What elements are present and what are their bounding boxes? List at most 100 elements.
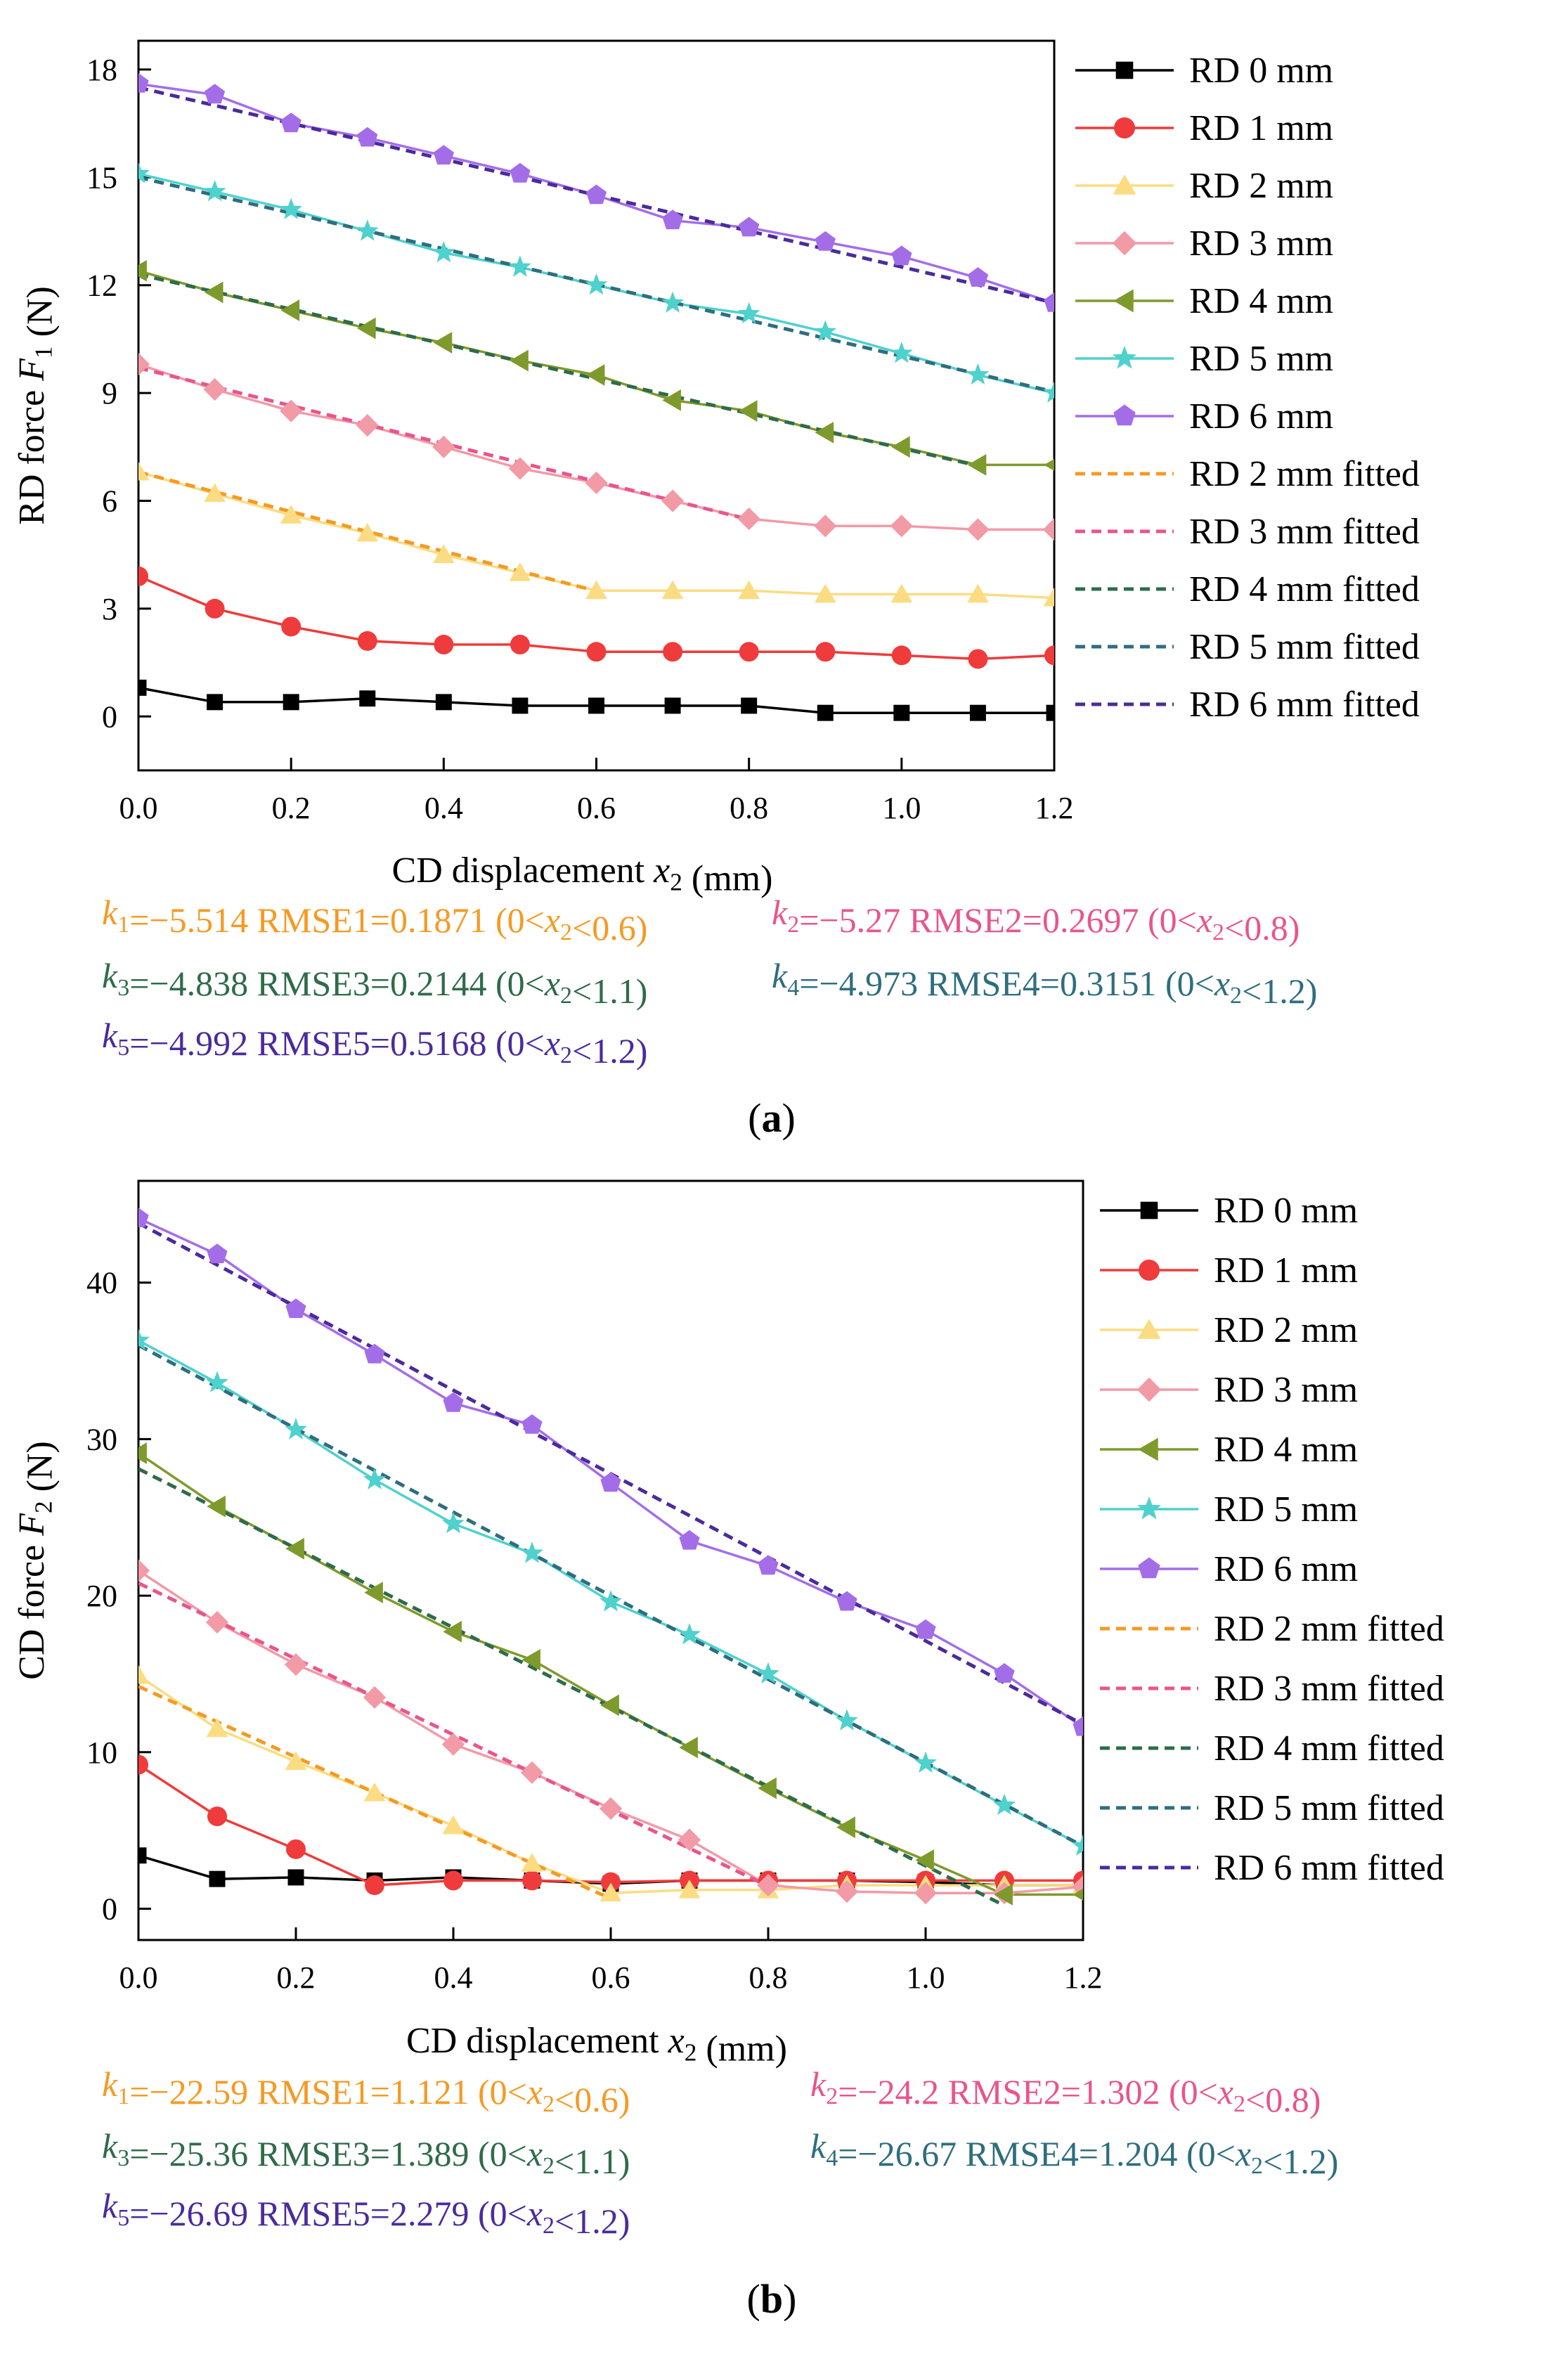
x-tick-label: 1.2 <box>1035 791 1074 825</box>
data-point-rd-4-mm <box>207 1495 226 1518</box>
legend-label: RD 6 mm <box>1214 1549 1358 1589</box>
data-point-rd-3-mm <box>1042 518 1054 541</box>
legend-marker <box>1113 289 1134 313</box>
legend-label: RD 4 mm fitted <box>1214 1728 1444 1769</box>
series-line-rd-4-mm <box>138 1452 1083 1896</box>
chart-panel-a: 0.0 0.2 0.4 0.6 0.8 1.0 1.2 0 3 6 9 12 15 18 CD displa… <box>12 39 1420 1141</box>
data-point-rd-5-mm <box>442 1511 465 1534</box>
data-point-rd-5-mm <box>836 1709 858 1731</box>
fit-annotations: k1=−22.59 RMSE1=1.121 (0<x2<0.6) k2=−24.2… <box>102 2064 1338 2241</box>
data-point-rd-2-mm <box>138 1664 150 1684</box>
legend: RD 0 mm RD 1 mm RD 2 mm RD 3 mm RD 4 mm RD 5 … <box>1100 1191 1444 1888</box>
legend: RD 0 mm RD 1 mm RD 2 mm RD 3 mm RD 4 mm RD 5 … <box>1075 51 1420 725</box>
data-point-rd-3-mm <box>678 1828 701 1851</box>
y-axis-label: RD force F1 (N) <box>12 286 60 525</box>
data-point-rd-4-mm <box>285 1537 304 1560</box>
data-point-rd-0-mm <box>588 697 604 714</box>
plot-area <box>138 1208 1083 1908</box>
x-tick-label: 0.4 <box>425 791 463 825</box>
legend-label: RD 5 mm fitted <box>1189 627 1420 667</box>
data-point-rd-1-mm <box>138 1754 148 1775</box>
data-point-rd-6-mm <box>891 245 912 266</box>
data-point-rd-4-mm <box>280 299 300 321</box>
data-point-rd-6-mm <box>836 1591 857 1611</box>
data-point-rd-5-mm <box>585 273 608 295</box>
data-point-rd-3-mm <box>585 471 608 495</box>
data-point-rd-2-mm <box>356 522 379 542</box>
data-point-rd-3-mm <box>432 435 455 458</box>
data-point-rd-5-mm <box>1043 381 1054 403</box>
y-tick-label: 0 <box>102 1892 117 1926</box>
data-point-rd-2-mm <box>967 583 989 603</box>
legend-marker <box>1137 1319 1161 1339</box>
data-point-rd-6-mm <box>739 216 760 237</box>
legend-label: RD 2 mm fitted <box>1214 1609 1444 1649</box>
plot-frame <box>137 1179 1084 1941</box>
data-point-rd-4-mm <box>204 281 223 304</box>
data-point-rd-3-mm <box>138 1559 150 1582</box>
data-point-rd-0-mm <box>138 679 147 696</box>
data-point-rd-0-mm <box>1046 704 1054 721</box>
fitted-line-rd-3-mm <box>138 1582 770 1888</box>
data-point-rd-5-mm <box>432 240 455 263</box>
data-point-rd-1-mm <box>207 1806 227 1827</box>
data-point-rd-5-mm <box>363 1468 386 1489</box>
data-point-rd-4-mm <box>967 453 987 476</box>
data-point-rd-5-mm <box>993 1793 1016 1816</box>
data-point-rd-5-mm <box>814 320 837 342</box>
series-line-rd-4-mm <box>138 269 1054 467</box>
data-point-rd-0-mm <box>359 690 376 707</box>
data-point-rd-4-mm <box>443 1620 462 1643</box>
data-point-rd-4-mm <box>915 1849 934 1871</box>
data-point-rd-0-mm <box>207 694 223 711</box>
data-point-rd-4-mm <box>758 1777 777 1799</box>
data-point-rd-6-mm <box>1073 1716 1083 1736</box>
data-point-rd-5-mm <box>914 1751 937 1773</box>
legend-marker <box>1113 404 1136 426</box>
series-line-rd-3-mm <box>138 1570 1083 1894</box>
x-tick-label: 1.2 <box>1064 1960 1103 1995</box>
data-point-rd-3-mm <box>737 507 760 531</box>
data-point-rd-4-mm <box>521 1649 540 1671</box>
data-point-rd-6-mm <box>285 1298 306 1319</box>
data-point-rd-4-mm <box>836 1816 855 1839</box>
legend-label: RD 1 mm <box>1189 108 1333 148</box>
data-point-rd-4-mm <box>1073 1888 1083 1901</box>
y-tick-label: 0 <box>102 699 117 734</box>
fit-annotation: k5=−26.69 RMSE5=2.279 (0<x2<1.2) <box>102 2186 630 2241</box>
data-point-rd-6-mm <box>662 209 683 230</box>
data-point-rd-4-mm <box>138 259 147 282</box>
legend-label: RD 3 mm fitted <box>1214 1669 1444 1709</box>
y-tick-label: 40 <box>86 1266 117 1300</box>
legend-label: RD 0 mm <box>1189 51 1333 91</box>
data-point-rd-3-mm <box>756 1873 780 1897</box>
data-point-rd-4-mm <box>364 1582 383 1604</box>
fit-annotation: k2=−24.2 RMSE2=1.302 (0<x2<0.8) <box>810 2064 1321 2119</box>
legend-label: RD 6 mm fitted <box>1214 1848 1444 1888</box>
data-point-rd-0-mm <box>741 697 758 714</box>
data-point-rd-0-mm <box>664 697 681 714</box>
legend-label: RD 3 mm <box>1214 1370 1358 1410</box>
data-point-rd-1-mm <box>205 598 225 619</box>
data-point-rd-4-mm <box>891 436 910 458</box>
data-point-rd-2-mm <box>509 562 531 581</box>
data-point-rd-3-mm <box>890 515 913 538</box>
data-point-rd-6-mm <box>521 1414 543 1434</box>
legend-marker <box>1114 117 1135 138</box>
data-point-rd-5-mm <box>138 1328 150 1350</box>
legend-label: RD 6 mm fitted <box>1189 685 1420 725</box>
data-point-rd-5-mm <box>203 180 226 202</box>
data-point-rd-3-mm <box>280 399 303 422</box>
data-point-rd-5-mm <box>521 1541 543 1563</box>
data-point-rd-1-mm <box>739 642 759 662</box>
data-point-rd-6-mm <box>758 1555 779 1575</box>
plot-area <box>138 73 1054 721</box>
legend-marker <box>1115 61 1134 79</box>
data-point-rd-3-mm <box>835 1880 859 1903</box>
data-point-rd-4-mm <box>357 317 376 340</box>
data-point-rd-4-mm <box>600 1694 619 1716</box>
data-point-rd-6-mm <box>967 267 989 287</box>
legend-label: RD 2 mm <box>1189 166 1333 206</box>
